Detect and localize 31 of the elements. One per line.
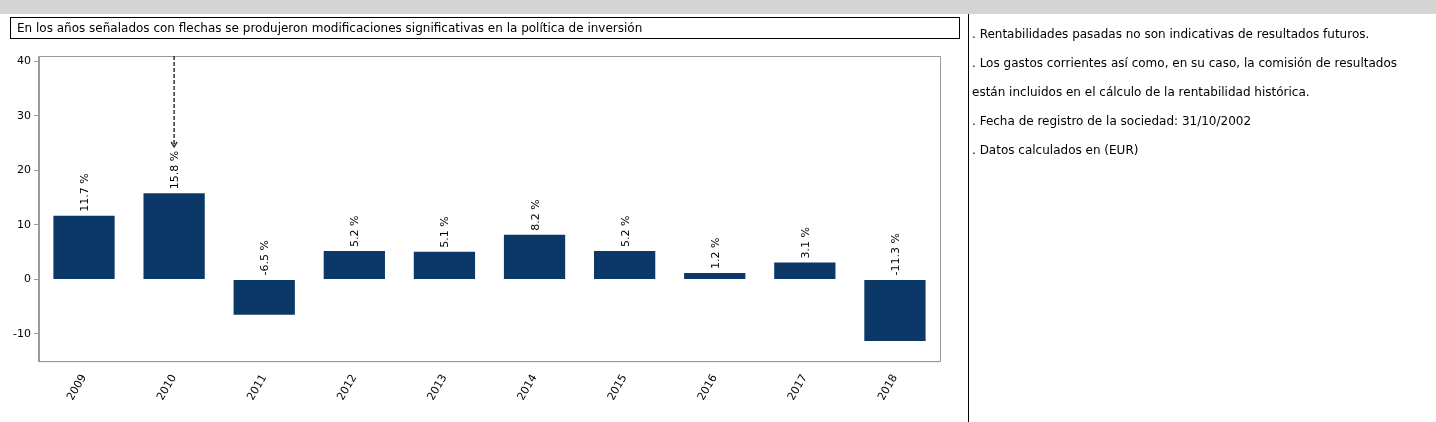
data-label: 8.2 % [528,199,542,231]
data-label: -6.5 % [258,240,272,276]
text: . Rentabilidades pasadas no son indicativas de resultados futuros. [972,26,1371,43]
y-tick-label: 10 [16,217,31,231]
bar [323,251,385,279]
bar [143,193,205,279]
data-label: 5.2 % [348,215,362,248]
data-label: 15.8 % [168,150,182,190]
bar [413,251,476,279]
data-label: 1.2 % [708,237,722,269]
data-label: 11.7 % [78,173,92,212]
bar [684,272,746,279]
data-label: -11.3 % [888,233,902,276]
text: . Fecha de registro de la sociedad: 31/10/2002 [972,113,1253,130]
y-tick-label: 30 [16,108,31,122]
text: . Los gastos corrientes así como, en su caso, la comisión de resultados están incluidos en el cálculo de la rentabilidad histórica. [972,56,1398,99]
data-label: 3.1 % [798,227,812,259]
bar [233,279,295,315]
y-tick-label: 20 [16,163,31,177]
y-tick-label: -10 [13,326,31,340]
bar [594,251,656,279]
y-tick-label: 0 [23,272,31,286]
text: . Datos calculados en (EUR) [972,142,1140,159]
data-label: 5.1 % [438,216,452,248]
bar [53,215,115,279]
data-label: 5.2 % [618,215,632,248]
bar [774,262,836,279]
bar [503,234,566,279]
y-tick-label: 40 [16,54,31,68]
bar [864,279,926,341]
chart-title: En los años señalados con flechas se produjeron modificaciones significativas en la política de inversión [10,17,960,39]
